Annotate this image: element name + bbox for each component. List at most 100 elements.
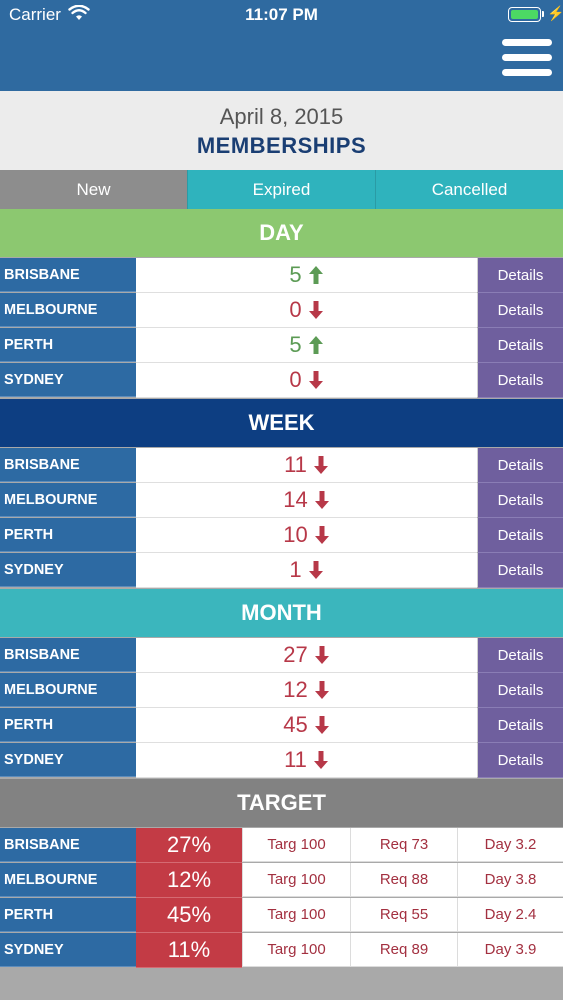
details-button[interactable]: Details (478, 483, 563, 518)
details-button[interactable]: Details (478, 363, 563, 398)
target-percent: 11% (136, 933, 242, 968)
arrow-down-icon (314, 681, 329, 699)
day-rate-value: Day 3.2 (457, 828, 563, 862)
table-row: PERTH 45 Details (0, 708, 563, 743)
section-header-day: DAY (0, 209, 563, 257)
details-button[interactable]: Details (478, 258, 563, 293)
battery-icon (508, 7, 541, 22)
count-cell: 5 (136, 258, 477, 293)
count-cell: 11 (136, 448, 477, 483)
tab-new[interactable]: New (0, 170, 188, 209)
arrow-down-icon (314, 716, 329, 734)
target-value: Targ 100 (242, 933, 350, 967)
city-label: BRISBANE (0, 448, 136, 482)
count-value: 0 (289, 297, 302, 322)
count-cell: 45 (136, 708, 477, 743)
required-value: Req 73 (350, 828, 457, 862)
city-label: MELBOURNE (0, 863, 136, 897)
count-value: 14 (283, 487, 308, 512)
carrier-label: Carrier (9, 5, 61, 24)
arrow-down-icon (313, 456, 328, 474)
details-button[interactable]: Details (478, 638, 563, 673)
page-title: MEMBERSHIPS (196, 133, 367, 158)
target-percent: 12% (136, 863, 242, 898)
count-cell: 5 (136, 328, 477, 363)
details-button[interactable]: Details (478, 448, 563, 483)
section-header-week: WEEK (0, 399, 563, 447)
details-button[interactable]: Details (478, 708, 563, 743)
city-label: BRISBANE (0, 638, 136, 672)
target-row: MELBOURNE 12% Targ 100 Req 88 Day 3.8 (0, 863, 563, 898)
count-value: 5 (289, 262, 302, 287)
city-label: MELBOURNE (0, 483, 136, 517)
count-value: 11 (284, 452, 307, 477)
charging-icon: ⚡ (547, 5, 563, 21)
city-label: PERTH (0, 898, 136, 932)
arrow-down-icon (308, 371, 323, 389)
status-time: 11:07 PM (245, 5, 318, 24)
arrow-up-icon (308, 266, 323, 284)
details-button[interactable]: Details (478, 328, 563, 363)
details-button[interactable]: Details (478, 743, 563, 778)
table-row: BRISBANE 5 Details (0, 258, 563, 293)
target-value: Targ 100 (242, 828, 350, 862)
count-cell: 12 (136, 673, 477, 708)
tab-bar: New Expired Cancelled (0, 170, 563, 209)
count-cell: 11 (136, 743, 477, 778)
required-value: Req 89 (350, 933, 457, 967)
count-value: 5 (289, 332, 302, 357)
table-row: PERTH 10 Details (0, 518, 563, 553)
city-label: SYDNEY (0, 553, 136, 587)
section-header-target: TARGET (0, 779, 563, 827)
count-cell: 0 (136, 363, 477, 398)
city-label: SYDNEY (0, 933, 136, 967)
city-label: SYDNEY (0, 743, 136, 777)
required-value: Req 88 (350, 863, 457, 897)
table-row: SYDNEY 11 Details (0, 743, 563, 778)
table-row: MELBOURNE 14 Details (0, 483, 563, 518)
table-row: BRISBANE 11 Details (0, 448, 563, 483)
arrow-down-icon (314, 491, 329, 509)
target-percent: 45% (136, 898, 242, 933)
date-label: April 8, 2015 (219, 104, 344, 129)
details-button[interactable]: Details (478, 673, 563, 708)
target-row: BRISBANE 27% Targ 100 Req 73 Day 3.2 (0, 828, 563, 863)
day-rate-value: Day 3.8 (457, 863, 563, 897)
target-percent: 27% (136, 828, 242, 863)
count-cell: 14 (136, 483, 477, 518)
arrow-down-icon (313, 751, 328, 769)
arrow-down-icon (308, 301, 323, 319)
city-label: PERTH (0, 328, 136, 362)
table-row: PERTH 5 Details (0, 328, 563, 363)
details-button[interactable]: Details (478, 518, 563, 553)
table-row: MELBOURNE 0 Details (0, 293, 563, 328)
table-row: MELBOURNE 12 Details (0, 673, 563, 708)
arrow-down-icon (314, 526, 329, 544)
target-value: Targ 100 (242, 863, 350, 897)
target-row: SYDNEY 11% Targ 100 Req 89 Day 3.9 (0, 933, 563, 968)
city-label: PERTH (0, 518, 136, 552)
section-header-month: MONTH (0, 589, 563, 637)
arrow-down-icon (314, 646, 329, 664)
city-label: BRISBANE (0, 258, 136, 292)
top-bar: Carrier 11:07 PM ⚡ (0, 0, 563, 91)
battery-nub (542, 11, 544, 17)
target-value: Targ 100 (242, 898, 350, 932)
count-cell: 27 (136, 638, 477, 673)
arrow-down-icon (308, 561, 323, 579)
count-value: 45 (283, 712, 308, 737)
wifi-icon (68, 5, 90, 20)
tab-cancelled[interactable]: Cancelled (376, 170, 563, 209)
details-button[interactable]: Details (478, 553, 563, 588)
arrow-up-icon (308, 336, 323, 354)
tab-expired[interactable]: Expired (188, 170, 376, 209)
table-row: SYDNEY 1 Details (0, 553, 563, 588)
details-button[interactable]: Details (478, 293, 563, 328)
required-value: Req 55 (350, 898, 457, 932)
day-rate-value: Day 3.9 (457, 933, 563, 967)
target-row: PERTH 45% Targ 100 Req 55 Day 2.4 (0, 898, 563, 933)
table-row: BRISBANE 27 Details (0, 638, 563, 673)
count-value: 11 (284, 747, 307, 772)
hamburger-menu-icon[interactable] (502, 39, 552, 77)
count-value: 12 (283, 677, 308, 702)
